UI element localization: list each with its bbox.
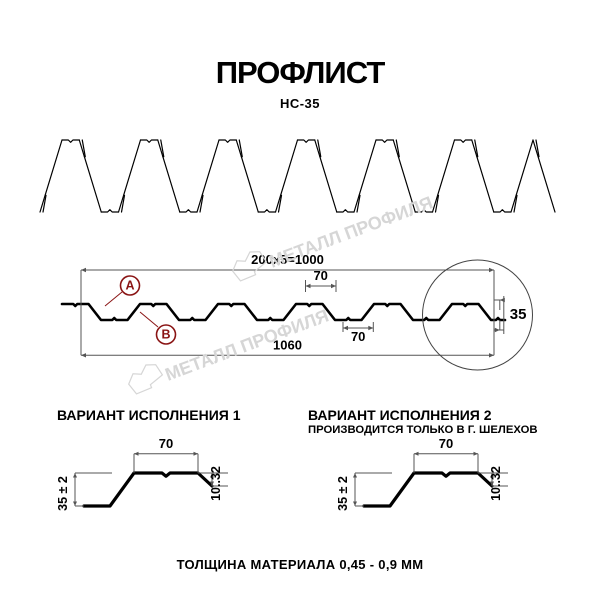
svg-text:35 ± 2: 35 ± 2	[336, 476, 350, 511]
svg-text:ВАРИАНТ ИСПОЛНЕНИЯ 2: ВАРИАНТ ИСПОЛНЕНИЯ 2	[308, 407, 492, 423]
svg-text:35 ± 2: 35 ± 2	[56, 476, 70, 511]
svg-text:ВАРИАНТ ИСПОЛНЕНИЯ 1: ВАРИАНТ ИСПОЛНЕНИЯ 1	[57, 407, 241, 423]
svg-text:10..32: 10..32	[489, 466, 503, 501]
svg-text:70: 70	[159, 436, 173, 451]
svg-text:70: 70	[439, 436, 453, 451]
svg-text:ПРОИЗВОДИТСЯ ТОЛЬКО В Г. ШЕЛЕХ: ПРОИЗВОДИТСЯ ТОЛЬКО В Г. ШЕЛЕХОВ	[308, 424, 538, 436]
svg-text:10..32: 10..32	[209, 466, 223, 501]
